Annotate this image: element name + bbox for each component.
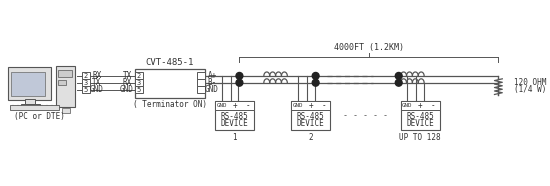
- Text: RX: RX: [92, 71, 101, 80]
- Text: (1/4 W): (1/4 W): [514, 85, 546, 94]
- Text: (PC or DTE): (PC or DTE): [14, 112, 64, 121]
- Text: DEVICE: DEVICE: [297, 119, 324, 128]
- Text: 2: 2: [309, 133, 313, 142]
- Bar: [197, 73, 205, 79]
- Text: DEVICE: DEVICE: [221, 119, 249, 128]
- Bar: [8, 67, 51, 100]
- Text: +: +: [232, 101, 237, 110]
- Text: GND: GND: [293, 103, 303, 108]
- Bar: [215, 101, 254, 130]
- Text: 4000FT (1.2KM): 4000FT (1.2KM): [334, 43, 404, 52]
- Bar: [56, 66, 75, 107]
- Text: 1: 1: [232, 133, 237, 142]
- Bar: [291, 101, 331, 110]
- Text: CVT-485-1: CVT-485-1: [146, 58, 194, 67]
- Text: B-: B-: [207, 78, 217, 87]
- Text: RS-485: RS-485: [406, 112, 434, 121]
- Bar: [291, 101, 331, 130]
- Circle shape: [312, 73, 319, 79]
- Circle shape: [236, 73, 243, 79]
- Bar: [400, 101, 440, 130]
- Text: GND: GND: [90, 85, 104, 94]
- Text: GND: GND: [216, 103, 227, 108]
- Text: -: -: [431, 101, 436, 110]
- Bar: [135, 69, 205, 98]
- Bar: [215, 101, 254, 110]
- Bar: [197, 86, 205, 93]
- Circle shape: [236, 79, 243, 86]
- Bar: [62, 108, 70, 113]
- Bar: [82, 86, 90, 93]
- Bar: [197, 79, 205, 86]
- Bar: [25, 99, 35, 104]
- Circle shape: [395, 73, 402, 79]
- Text: DEVICE: DEVICE: [406, 119, 434, 128]
- Text: RX: RX: [123, 78, 131, 87]
- Bar: [58, 80, 67, 85]
- Text: GND: GND: [205, 85, 219, 94]
- Text: GND: GND: [120, 85, 134, 94]
- Text: ( Terminator ON): ( Terminator ON): [133, 100, 207, 109]
- Text: 2: 2: [84, 73, 88, 79]
- Bar: [82, 79, 90, 86]
- Text: -: -: [245, 101, 250, 110]
- Bar: [135, 73, 142, 79]
- Text: 3: 3: [84, 80, 88, 86]
- Circle shape: [312, 79, 319, 86]
- Text: 3: 3: [136, 80, 141, 86]
- Text: GND: GND: [402, 103, 412, 108]
- Bar: [135, 86, 142, 93]
- Text: +: +: [418, 101, 422, 110]
- Text: RS-485: RS-485: [221, 112, 249, 121]
- Text: RS-485: RS-485: [297, 112, 324, 121]
- Text: 5: 5: [136, 86, 141, 93]
- Text: - - - - -: - - - - -: [343, 111, 388, 120]
- Text: 120 OHM: 120 OHM: [514, 78, 546, 87]
- Text: +: +: [309, 101, 313, 110]
- Text: A+: A+: [207, 71, 217, 80]
- Bar: [20, 104, 40, 107]
- Bar: [135, 79, 142, 86]
- Text: TX: TX: [123, 71, 131, 80]
- Bar: [82, 73, 90, 79]
- Bar: [11, 71, 45, 96]
- Bar: [10, 105, 59, 110]
- Bar: [58, 70, 72, 77]
- Text: 5: 5: [84, 86, 88, 93]
- Circle shape: [395, 79, 402, 86]
- Bar: [400, 101, 440, 110]
- Text: -: -: [322, 101, 326, 110]
- Text: TX: TX: [92, 78, 101, 87]
- Text: 2: 2: [136, 73, 141, 79]
- Text: UP TO 128: UP TO 128: [399, 133, 441, 142]
